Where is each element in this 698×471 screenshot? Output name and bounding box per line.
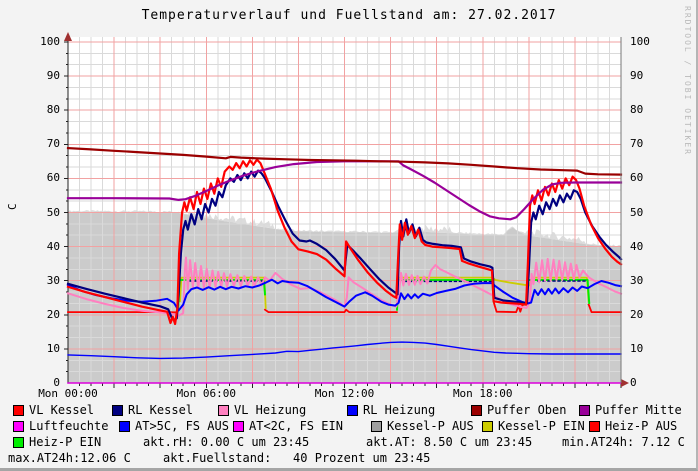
legend-item-at-2c-fs-ein: AT<2C, FS EIN [233, 419, 343, 433]
legend-item-kessel-p-aus: Kessel-P AUS [371, 419, 474, 433]
x-axis-tick-label: Mon 12:00 [314, 387, 375, 400]
y-axis-tick-label-right: 40 [630, 239, 644, 253]
legend-swatch [119, 420, 130, 432]
series-vl-kessel [66, 158, 623, 326]
legend-item-puffer-oben: Puffer Oben [471, 403, 566, 417]
series-rl-kessel [66, 169, 623, 322]
legend-item-at-5c-fs-aus: AT>5C, FS AUS [119, 419, 229, 433]
y-axis-tick-label-right: 50 [630, 205, 644, 219]
x-axis-tick-label: Mon 06:00 [176, 387, 237, 400]
y-axis-tick-label-right: 20 [630, 307, 644, 321]
series-puffer-mitte [66, 160, 623, 221]
y-axis-tick-label-right: 100 [630, 35, 650, 48]
legend-swatch [579, 404, 590, 416]
legend-swatch [13, 420, 24, 432]
legend-label: Puffer Oben [487, 403, 567, 417]
y-axis-tick-label: 70 [46, 137, 60, 151]
series-rl-heizung [66, 278, 623, 312]
legend-item-rl-heizung: RL Heizung [347, 403, 435, 417]
legend-label: Heiz-P EIN [29, 435, 102, 449]
legend-swatch [13, 404, 24, 416]
series-kessel-p-ein [397, 276, 590, 303]
legend-label: Kessel-P AUS [387, 419, 474, 433]
legend-item-vl-heizung: VL Heizung [218, 403, 306, 417]
legend-swatch [471, 404, 482, 416]
legend-swatch [13, 436, 24, 448]
rrdtool-watermark: RRDTOOL / TOBI OETIKER [683, 6, 692, 156]
legend-label: RL Kessel [128, 403, 194, 417]
legend-label: Luftfeuchte [29, 419, 109, 433]
legend-label: RL Heizung [363, 403, 436, 417]
y-axis-tick-label: 20 [46, 307, 60, 321]
legend-label: Kessel-P EIN [498, 419, 585, 433]
legend-label: AT<2C, FS EIN [249, 419, 343, 433]
legend-item-heiz-p-ein: Heiz-P EIN [13, 435, 101, 449]
legend-item-kessel-p-ein: Kessel-P EIN [482, 419, 585, 433]
y-axis-tick-label-right: 60 [630, 171, 644, 185]
x-axis-tick-label: Mon 00:00 [38, 387, 98, 400]
legend-info-text: max.AT24h:12.06 C [8, 451, 131, 465]
y-axis-tick-label: 0 [53, 376, 60, 389]
series-heiz-p-aus [587, 303, 622, 313]
x-axis-tick-label: Mon 18:00 [452, 387, 513, 400]
y-axis-tick-label: 90 [46, 69, 60, 83]
y-axis-tick-label: 40 [46, 239, 60, 253]
legend-info-text: min.AT24h: 7.12 C [562, 435, 685, 449]
y-axis-tick-label-right: 90 [630, 69, 644, 83]
y-axis-tick-label: 80 [46, 103, 60, 117]
y-axis-tick-label: 10 [46, 341, 60, 355]
legend-item-heiz-p-aus: Heiz-P AUS [589, 419, 677, 433]
series-vl-heizung [66, 256, 623, 317]
legend-swatch [482, 420, 493, 432]
y-axis-tick-label: 50 [46, 205, 60, 219]
y-axis-tick-label-right: 30 [630, 273, 644, 287]
legend-item-vl-kessel: VL Kessel [13, 403, 94, 417]
legend-info-text: akt.rH: 0.00 C um 23:45 [143, 435, 310, 449]
y-axis-tick-label-right: 0 [630, 376, 637, 389]
legend-swatch [112, 404, 123, 416]
legend-swatch [218, 404, 229, 416]
legend-swatch [589, 420, 600, 432]
y-axis-tick-label-right: 10 [630, 341, 644, 355]
chart-title: Temperaturverlauf und Fuellstand am: 27.… [141, 8, 557, 23]
legend-label: VL Kessel [29, 403, 95, 417]
series-aussentemperatur-at-5c-fs-aus [67, 341, 622, 360]
legend-item-rl-kessel: RL Kessel [112, 403, 193, 417]
y-axis-tick-label: 100 [40, 35, 60, 48]
legend-label: AT>5C, FS AUS [135, 419, 229, 433]
legend-swatch [233, 420, 244, 432]
series-puffer-oben [66, 146, 623, 176]
legend-item-luftfeuchte: Luftfeuchte [13, 419, 108, 433]
legend-info-text: akt.Fuellstand: 40 Prozent um 23:45 [163, 451, 431, 465]
legend-swatch [347, 404, 358, 416]
legend-swatch [371, 420, 382, 432]
y-axis-tick-label: 30 [46, 273, 60, 287]
y-axis-tick-label-right: 70 [630, 137, 644, 151]
series-heiz-p-aus [263, 308, 398, 313]
legend-info-text: akt.AT: 8.50 C um 23:45 [366, 435, 533, 449]
legend-label: VL Heizung [234, 403, 307, 417]
y-axis-tick-label-right: 80 [630, 103, 644, 117]
legend-label: Heiz-P AUS [605, 419, 678, 433]
legend-label: Puffer Mitte [595, 403, 682, 417]
legend-item-puffer-mitte: Puffer Mitte [579, 403, 682, 417]
y-axis-tick-label: 60 [46, 171, 60, 185]
